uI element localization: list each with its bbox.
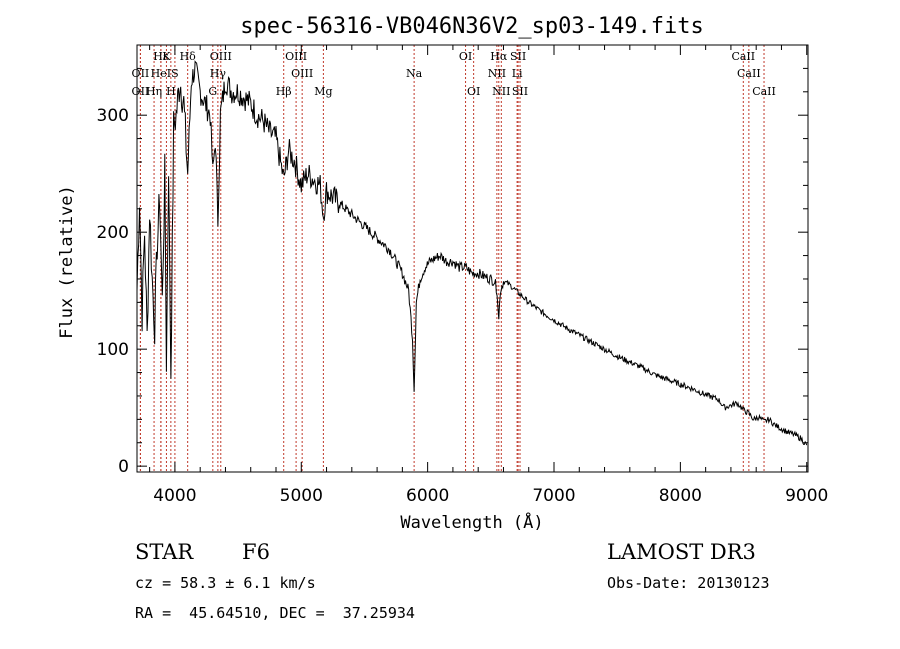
spectral-line-label: Li	[512, 67, 523, 80]
y-tick-label: 200	[97, 223, 129, 243]
observation-date: Obs-Date: 20130123	[607, 574, 770, 592]
x-axis-ticks: 4000 5000 6000 7000 8000 9000	[149, 45, 828, 506]
spectral-line-label: SII	[512, 85, 528, 98]
chart-title: spec-56316-VB046N36V2_sp03-149.fits	[240, 14, 704, 39]
spectral-line-label: OIII	[285, 50, 307, 63]
spectral-line-label: CaII	[752, 85, 776, 98]
x-tick-label: 6000	[406, 486, 449, 506]
x-tick-label: 8000	[659, 486, 702, 506]
spectral-line-label: OIII	[210, 50, 232, 63]
x-axis-label: Wavelength (Å)	[400, 511, 543, 533]
y-tick-label: 0	[118, 457, 129, 477]
x-tick-label: 9000	[785, 486, 828, 506]
redshift-cz: cz = 58.3 ± 6.1 km/s	[135, 574, 316, 592]
spectral-line-label: NII	[488, 67, 506, 80]
spectral-line-label: Hε	[153, 50, 169, 63]
spectral-line-label: CaII	[731, 50, 755, 63]
spectral-line-label: SII	[510, 50, 526, 63]
y-axis-ticks: 0 100 200 300	[97, 67, 808, 477]
plot-frame	[136, 44, 809, 473]
x-tick-label: 7000	[532, 486, 575, 506]
spectral-line-label: OI	[459, 50, 472, 63]
object-subclass: F6	[242, 540, 270, 564]
plot-border	[136, 44, 809, 473]
coordinates: RA = 45.64510, DEC = 37.25934	[135, 604, 415, 622]
spectral-line-label: CaII	[737, 67, 761, 80]
spectral-line-markers	[139, 45, 765, 472]
spectral-line-label: H	[166, 85, 176, 98]
spectral-line-label: Hδ	[180, 50, 197, 63]
spectral-line-label: OI	[467, 85, 480, 98]
x-tick-label: 5000	[280, 486, 323, 506]
spectral-line-label: S	[171, 67, 179, 80]
survey-name: LAMOST DR3	[607, 540, 756, 564]
y-tick-label: 300	[97, 106, 129, 126]
spectral-line-label: K	[162, 50, 171, 63]
spectral-line-label: Mg	[314, 85, 332, 98]
spectral-line-label: NII	[492, 85, 510, 98]
spectral-line-label: Hα	[490, 50, 508, 63]
y-tick-label: 100	[97, 340, 129, 360]
spectral-line-label: G	[208, 85, 217, 98]
spectral-line-label: OIII	[291, 67, 313, 80]
spectral-line-label: Hη	[146, 85, 162, 98]
spectral-line-label: HeI	[151, 67, 171, 80]
spectral-line-label: OII	[132, 67, 150, 80]
object-class: STAR	[135, 540, 194, 564]
y-axis-label: Flux (relative)	[57, 185, 77, 339]
spectral-line-label: Hβ	[276, 85, 292, 98]
spectral-line-label: Na	[406, 67, 423, 80]
spectral-line-label: Hγ	[210, 67, 227, 80]
spectrum-line	[136, 60, 808, 446]
x-tick-label: 4000	[153, 486, 196, 506]
